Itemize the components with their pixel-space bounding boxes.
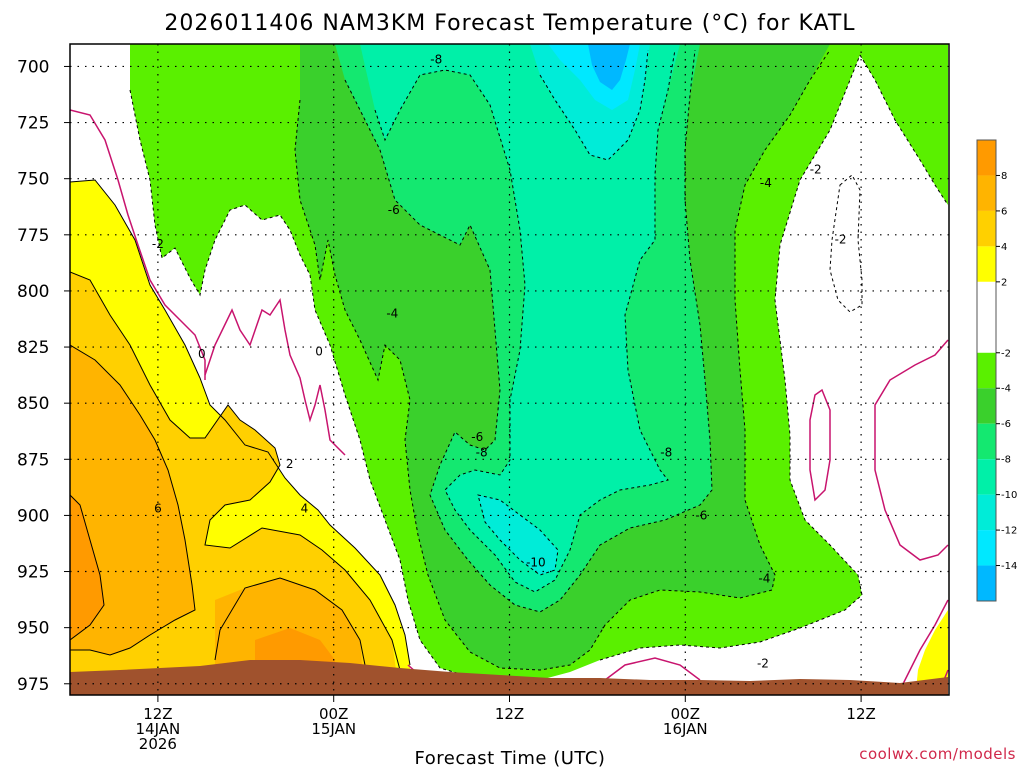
y-tick-label: 975 <box>17 675 49 695</box>
contour-label: 2 <box>286 457 294 471</box>
band-minus-8-10 <box>360 44 680 592</box>
contour-label: -6 <box>471 430 483 444</box>
contour-label: -10 <box>526 556 546 570</box>
x-tick-label: 16JAN <box>663 720 708 738</box>
contour-label: -2 <box>152 237 164 251</box>
contour-label: -6 <box>695 508 707 522</box>
y-tick-label: 875 <box>17 450 49 470</box>
colorbar-swatch <box>977 388 996 424</box>
pocket-white-a <box>830 175 862 312</box>
x-tick-label: 12Z <box>495 705 524 723</box>
contour-lines <box>70 179 411 671</box>
colorbar-swatch <box>977 140 996 176</box>
colorbar-label: -10 <box>1001 490 1017 501</box>
contour-label: -6 <box>388 203 400 217</box>
y-tick-label: 850 <box>17 394 49 414</box>
colorbar-label: -14 <box>1001 561 1017 572</box>
contour-label: -4 <box>386 306 398 320</box>
colorbar-label: -6 <box>1001 419 1011 430</box>
x-tick-label: 12Z <box>846 705 875 723</box>
y-tick-label: 725 <box>17 114 49 134</box>
colorbar-swatch <box>977 459 996 495</box>
contour-label: -2 <box>810 163 822 177</box>
band-6-8 <box>70 345 195 655</box>
y-tick-label: 825 <box>17 338 49 358</box>
ground-terrain <box>70 660 948 695</box>
x-tick-label: 2026 <box>139 735 177 753</box>
plot-area <box>70 44 949 695</box>
x-tick-label: 00Z <box>319 705 348 723</box>
contour-label: -4 <box>758 571 770 585</box>
contour-label: -8 <box>430 53 442 67</box>
colorbar-label: -8 <box>1001 455 1011 466</box>
contour-label: 0 <box>198 347 206 361</box>
colorbar-label: -12 <box>1001 526 1017 537</box>
x-tick-label: 00Z <box>671 705 700 723</box>
colorbar-swatch <box>977 530 996 566</box>
x-tick-label: 15JAN <box>311 720 356 738</box>
y-tick-label: 700 <box>17 57 49 77</box>
colorbar-swatch <box>977 494 996 531</box>
colorbar: 8 6 4 2 -2 -4 -6 -8 -10 -12 -14 <box>976 139 1017 602</box>
colorbar-label: 8 <box>1001 171 1007 182</box>
colorbar-label: -2 <box>1001 348 1011 359</box>
y-tick-label: 950 <box>17 619 49 639</box>
y-axis: 700 725 750 775 800 825 850 875 900 925 950 975 <box>17 57 70 695</box>
colorbar-swatch <box>977 175 996 211</box>
colorbar-label: 2 <box>1001 277 1007 288</box>
band-8-10 <box>70 495 104 640</box>
pocket-white-b <box>623 220 948 695</box>
colorbar-label: -4 <box>1001 384 1011 395</box>
colorbar-swatch <box>977 210 996 247</box>
y-tick-label: 775 <box>17 226 49 246</box>
contour-label: -2 <box>757 657 769 671</box>
y-tick-label: 750 <box>17 170 49 190</box>
band-minus-14-16 <box>588 44 630 90</box>
colorbar-frame <box>976 139 997 602</box>
y-tick-label: 925 <box>17 563 49 583</box>
contour-label: -8 <box>660 446 672 460</box>
contour-label: 4 <box>301 502 309 516</box>
contour-label: 0 <box>315 345 323 359</box>
y-tick-label: 900 <box>17 506 49 526</box>
contour-label: 6 <box>154 502 162 516</box>
credit-label: coolwx.com/models <box>859 745 1016 763</box>
colorbar-label: 4 <box>1001 242 1007 253</box>
colorbar-swatch <box>977 281 996 353</box>
contour-label: -8 <box>476 446 488 460</box>
colorbar-swatch <box>977 423 996 460</box>
contour-label: -4 <box>760 176 772 190</box>
x-axis-label: Forecast Time (UTC) <box>415 748 606 768</box>
colorbar-label: 6 <box>1001 206 1007 217</box>
colorbar-swatch <box>977 352 996 389</box>
y-tick-label: 800 <box>17 282 49 302</box>
colorbar-swatch <box>977 565 996 601</box>
x-tick-label: 14JAN <box>136 720 181 738</box>
chart-title: 2026011406 NAM3KM Forecast Temperature (… <box>164 11 855 36</box>
band-2-4-corner <box>915 610 948 695</box>
colorbar-swatch <box>977 246 996 282</box>
contour-label: -2 <box>835 232 847 246</box>
x-tick-label: 12Z <box>143 705 172 723</box>
contour-labels: -8 -6 -2 -4 0 0 -6 -8 2 -8 6 4 -6 -10 -4 -2 -4 -2 -2 <box>152 53 847 671</box>
